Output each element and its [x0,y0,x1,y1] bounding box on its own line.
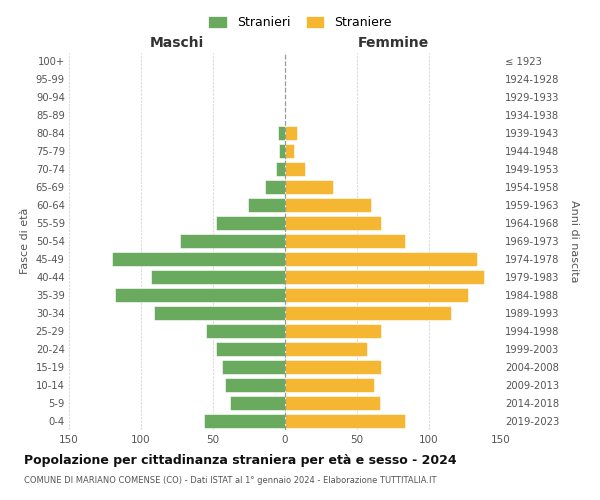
Bar [230,396,285,410]
Bar [115,288,285,302]
Text: Femmine: Femmine [358,36,428,50]
Bar [221,360,285,374]
Bar [285,144,293,158]
Bar [285,324,382,338]
Bar [279,144,285,158]
Bar [285,342,367,356]
Bar [285,360,382,374]
Bar [285,216,382,230]
Bar [285,234,404,248]
Bar [112,252,285,266]
Bar [205,414,285,428]
Bar [224,378,285,392]
Bar [285,396,380,410]
Bar [265,180,285,194]
Bar [285,378,374,392]
Text: Popolazione per cittadinanza straniera per età e sesso - 2024: Popolazione per cittadinanza straniera p… [24,454,457,467]
Bar [285,162,305,176]
Text: Maschi: Maschi [150,36,204,50]
Bar [216,342,285,356]
Bar [285,270,484,284]
Legend: Stranieri, Straniere: Stranieri, Straniere [203,11,397,34]
Bar [278,126,285,140]
Text: COMUNE DI MARIANO COMENSE (CO) - Dati ISTAT al 1° gennaio 2024 - Elaborazione TU: COMUNE DI MARIANO COMENSE (CO) - Dati IS… [24,476,437,485]
Bar [216,216,285,230]
Bar [206,324,285,338]
Bar [285,288,468,302]
Bar [285,252,476,266]
Bar [180,234,285,248]
Bar [151,270,285,284]
Bar [285,414,404,428]
Y-axis label: Anni di nascita: Anni di nascita [569,200,579,282]
Bar [277,162,285,176]
Bar [285,180,332,194]
Bar [285,198,371,212]
Bar [248,198,285,212]
Bar [285,126,296,140]
Y-axis label: Fasce di età: Fasce di età [20,208,30,274]
Bar [285,306,451,320]
Bar [154,306,285,320]
